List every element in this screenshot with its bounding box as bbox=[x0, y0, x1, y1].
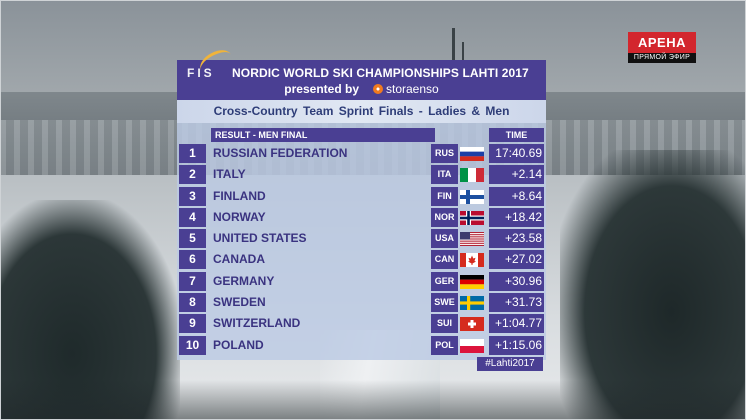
result-row: 2 ITALY ITA +2.14 bbox=[179, 165, 544, 185]
country-code: ITA bbox=[431, 165, 458, 185]
flag-nor-icon bbox=[460, 210, 484, 225]
antenna-tower bbox=[452, 28, 455, 68]
result-time: +8.64 bbox=[489, 186, 544, 206]
hashtag: #Lahti2017 bbox=[477, 357, 543, 371]
country-name: ITALY bbox=[213, 167, 246, 182]
flag-swe-icon bbox=[460, 296, 484, 311]
flag-ger-icon bbox=[460, 274, 484, 289]
rank-badge: 3 bbox=[179, 186, 206, 206]
live-label: ПРЯМОЙ ЭФИР bbox=[628, 53, 696, 63]
country-name: FINLAND bbox=[213, 188, 266, 203]
forest-right bbox=[560, 150, 746, 420]
result-row: 8 SWEDEN SWE +31.73 bbox=[179, 293, 544, 313]
results-rows: 1 RUSSIAN FEDERATION RUS 17:40.69 2 ITALY ITA +… bbox=[179, 144, 544, 355]
result-row: 9 SWITZERLAND SUI +1:04.77 bbox=[179, 314, 544, 334]
country-name: GERMANY bbox=[213, 273, 275, 288]
result-time: +23.58 bbox=[489, 229, 544, 249]
result-row: 3 FINLAND FIN +8.64 bbox=[179, 186, 544, 206]
country-code: POL bbox=[431, 335, 458, 355]
antenna-tower bbox=[462, 42, 464, 68]
country-code: USA bbox=[431, 229, 458, 249]
result-row: 1 RUSSIAN FEDERATION RUS 17:40.69 bbox=[179, 144, 544, 163]
rank-badge: 2 bbox=[179, 165, 206, 185]
flag-pol-icon bbox=[460, 338, 484, 353]
event-name: Cross-Country bbox=[213, 104, 298, 118]
rank-badge: 10 bbox=[179, 335, 206, 355]
result-time: +1:15.06 bbox=[489, 335, 544, 355]
sponsor-name: storaenso bbox=[386, 82, 439, 96]
fis-logo: FIS bbox=[187, 66, 215, 80]
country-name: CANADA bbox=[213, 252, 265, 267]
results-board: FIS NORDIC WORLD SKI CHAMPIONSHIPS LAHTI… bbox=[177, 45, 546, 360]
flag-fin-icon bbox=[460, 189, 484, 204]
result-time: +30.96 bbox=[489, 271, 544, 291]
flag-sui-icon bbox=[460, 317, 484, 332]
country-name: RUSSIAN FEDERATION bbox=[213, 146, 348, 160]
country-name: NORWAY bbox=[213, 209, 266, 224]
country-code: CAN bbox=[431, 250, 458, 270]
result-time: +31.73 bbox=[489, 293, 544, 313]
rank-badge: 8 bbox=[179, 293, 206, 313]
country-code: NOR bbox=[431, 207, 458, 227]
column-header: RESULT - MEN FINAL TIME bbox=[179, 128, 544, 142]
foreground-shadow bbox=[0, 380, 746, 420]
channel-logo: АРЕНА ПРЯМОЙ ЭФИР bbox=[628, 32, 696, 63]
board-header: FIS NORDIC WORLD SKI CHAMPIONSHIPS LAHTI… bbox=[177, 45, 546, 100]
result-time: +1:04.77 bbox=[489, 314, 544, 334]
rank-badge: 4 bbox=[179, 207, 206, 227]
result-time: +18.42 bbox=[489, 207, 544, 227]
race-name: Team Sprint Finals - Ladies & Men bbox=[302, 104, 510, 118]
result-row: 7 GERMANY GER +30.96 bbox=[179, 271, 544, 291]
results-table: RESULT - MEN FINAL TIME 1 RUSSIAN FEDERAT… bbox=[177, 123, 546, 360]
championship-title: NORDIC WORLD SKI CHAMPIONSHIPS LAHTI 201… bbox=[232, 66, 529, 80]
presented-by-line: presented by storaenso bbox=[177, 82, 546, 96]
country-code: SWE bbox=[431, 293, 458, 313]
country-code: SUI bbox=[431, 314, 458, 334]
flag-can-icon bbox=[460, 253, 484, 268]
rank-badge: 5 bbox=[179, 229, 206, 249]
rank-badge: 7 bbox=[179, 271, 206, 291]
flag-usa-icon bbox=[460, 232, 484, 247]
result-column-label: RESULT - MEN FINAL bbox=[211, 128, 435, 142]
result-row: 10 POLAND POL +1:15.06 bbox=[179, 335, 544, 355]
rank-badge: 6 bbox=[179, 250, 206, 270]
event-subheader: Cross-Country Team Sprint Finals - Ladie… bbox=[177, 100, 546, 123]
presented-by-text: presented by bbox=[284, 82, 359, 96]
flag-ita-icon bbox=[460, 168, 484, 183]
country-name: UNITED STATES bbox=[213, 231, 307, 246]
country-code: RUS bbox=[431, 144, 458, 163]
rank-badge: 1 bbox=[179, 144, 206, 163]
storaenso-flower-icon bbox=[373, 84, 383, 94]
country-code: FIN bbox=[431, 186, 458, 206]
channel-name: АРЕНА bbox=[628, 32, 696, 53]
country-name: POLAND bbox=[213, 337, 264, 352]
rank-badge: 9 bbox=[179, 314, 206, 334]
result-row: 5 UNITED STATES USA +23.58 bbox=[179, 229, 544, 249]
result-row: 6 CANADA CAN +27.02 bbox=[179, 250, 544, 270]
flag-rus-icon bbox=[460, 147, 484, 161]
country-name: SWITZERLAND bbox=[213, 316, 301, 331]
result-time: 17:40.69 bbox=[489, 144, 544, 163]
country-name: SWEDEN bbox=[213, 295, 266, 310]
result-time: +2.14 bbox=[489, 165, 544, 185]
time-column-label: TIME bbox=[489, 128, 544, 142]
result-time: +27.02 bbox=[489, 250, 544, 270]
country-code: GER bbox=[431, 271, 458, 291]
result-row: 4 NORWAY NOR +18.42 bbox=[179, 207, 544, 227]
